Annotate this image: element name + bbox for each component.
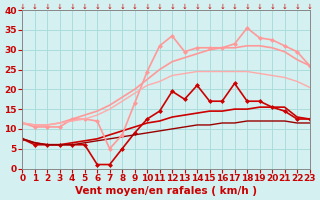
X-axis label: Vent moyen/en rafales ( km/h ): Vent moyen/en rafales ( km/h ) (75, 186, 257, 196)
